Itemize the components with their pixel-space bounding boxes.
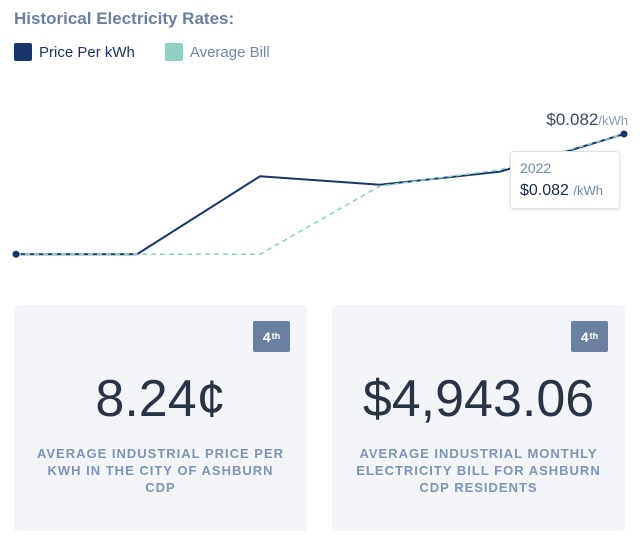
stat-card-price: 4th 8.24¢ Average Industrial Price per k… (14, 305, 307, 531)
chart-legend: Price Per kWh Average Bill (14, 43, 300, 61)
stat-value-price: 8.24¢ (95, 370, 226, 428)
end-value: $0.082 (546, 110, 599, 129)
stat-caption-bill: Average Industrial Monthly Electricity B… (356, 446, 601, 495)
rank-suffix: th (271, 330, 281, 341)
chart-tooltip: 2022 $0.082 /kWh (510, 151, 620, 209)
rank-suffix: th (589, 330, 599, 341)
legend-swatch-price (14, 43, 32, 61)
tooltip-value-row: $0.082 /kWh (520, 182, 610, 200)
end-value-label: $0.082/kWh (546, 110, 628, 130)
stat-caption-price: Average Industrial Price per kWh in the … (36, 446, 285, 495)
stat-card-bill: 4th $4,943.06 Average Industrial Monthly… (332, 305, 625, 531)
stat-value-bill: $4,943.06 (362, 370, 595, 428)
data-point-marker[interactable] (12, 250, 20, 258)
legend-item-bill[interactable]: Average Bill (164, 43, 270, 61)
chart-title: Historical Electricity Rates: (14, 9, 235, 28)
rank-number: 4 (580, 328, 589, 345)
data-point-marker[interactable] (620, 130, 628, 138)
legend-label-price: Price Per kWh (39, 43, 135, 61)
legend-label-bill: Average Bill (189, 43, 270, 61)
tooltip-value: $0.082 (520, 182, 569, 199)
rank-number: 4 (262, 328, 271, 345)
legend-item-price[interactable]: Price Per kWh (14, 43, 135, 61)
legend-swatch-bill (164, 43, 183, 61)
tooltip-unit: /kWh (573, 183, 604, 198)
end-value-unit: /kWh (598, 113, 628, 128)
tooltip-year: 2022 (520, 160, 552, 176)
